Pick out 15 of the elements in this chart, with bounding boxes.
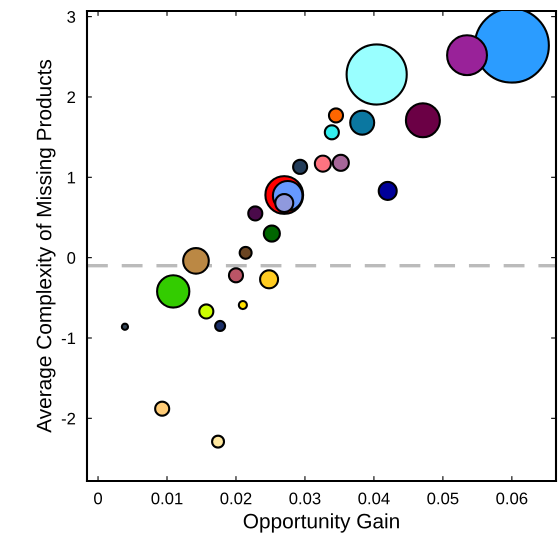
x-tick-label: 0.01 [151,492,182,504]
y-tick-label: -2 [62,412,76,424]
x-axis-title: Opportunity Gain [244,513,399,533]
x-tick-label: 0.04 [358,492,390,504]
x-tick-label: 0.02 [220,492,252,504]
x-tick-label: 0.05 [427,492,458,504]
y-tick-label: 2 [67,91,76,104]
x-tick-label: 0 [94,492,102,504]
x-tick-label: 0.03 [289,492,320,504]
y-tick-label: 1 [68,172,76,184]
y-tick-label: 0 [67,252,76,264]
y-tick-label: 3 [67,11,76,23]
y-tick-label: -1 [62,332,76,344]
x-tick-label: 0.06 [496,492,528,504]
y-axis-title: Average Complexity of Missing Products [36,60,56,433]
